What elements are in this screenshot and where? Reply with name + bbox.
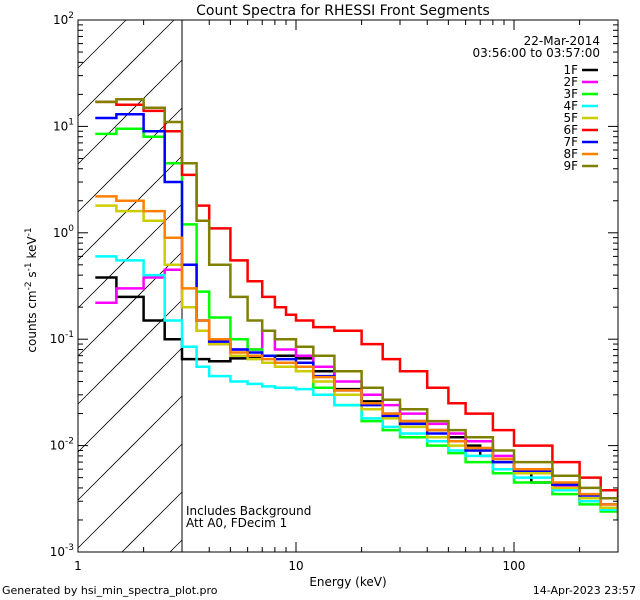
legend-label-9F: 9F — [563, 159, 578, 173]
hatch-line — [77, 203, 183, 309]
hatch-line — [77, 107, 183, 213]
series-9F — [95, 97, 618, 508]
legend-label-1F: 1F — [563, 63, 578, 77]
hatch-line — [77, 347, 183, 453]
series-6F — [95, 100, 618, 502]
legend-label-4F: 4F — [563, 99, 578, 113]
hatch-line — [77, 19, 175, 117]
hatch-line — [121, 491, 183, 553]
y-tick-label: 10-2 — [50, 437, 74, 453]
legend-label-8F: 8F — [563, 147, 578, 161]
axes: 1 10 100 10-3 10-2 10-1 100 101 102 — [50, 11, 619, 573]
series-8F — [95, 195, 618, 514]
y-tick-label: 102 — [53, 11, 74, 27]
observation-date: 22-Mar-2014 — [524, 34, 600, 48]
below-threshold-hatch — [77, 19, 183, 553]
y-tick-label: 10-3 — [50, 543, 74, 559]
legend-label-6F: 6F — [563, 123, 578, 137]
x-tick-label: 1 — [74, 559, 82, 573]
legend-label-3F: 3F — [563, 87, 578, 101]
y-axis-label: counts cm-2 s-1 keV-1 — [24, 227, 39, 352]
annotation-attenuator: Att A0, FDecim 1 — [186, 516, 287, 530]
y-tick-label: 101 — [53, 117, 74, 133]
legend-label-5F: 5F — [563, 111, 578, 125]
hatch-line — [77, 299, 183, 405]
x-tick-label: 100 — [503, 559, 526, 573]
series-layer — [95, 97, 618, 520]
y-tick-label: 100 — [53, 224, 74, 240]
hatch-line — [77, 395, 183, 501]
footer-generated-by: Generated by hsi_min_spectra_plot.pro — [2, 584, 218, 597]
x-tick-label: 10 — [288, 559, 303, 573]
plot-frame — [77, 19, 619, 553]
hatch-line — [77, 155, 183, 261]
footer-timestamp: 14-Apr-2023 23:57 — [532, 584, 636, 597]
chart-title: Count Spectra for RHESSI Front Segments — [196, 3, 490, 19]
series-7F — [95, 113, 618, 514]
x-axis-label: Energy (keV) — [309, 575, 386, 589]
hatch-line — [77, 443, 183, 549]
legend-label-7F: 7F — [563, 135, 578, 149]
hatch-line — [77, 59, 183, 165]
annotation-background: Includes Background — [186, 504, 311, 518]
hatch-line — [77, 19, 127, 69]
hatch-line — [169, 539, 183, 553]
legend-label-2F: 2F — [563, 75, 578, 89]
y-tick-label: 10-1 — [50, 330, 74, 346]
time-range: 03:56:00 to 03:57:00 — [473, 46, 600, 60]
